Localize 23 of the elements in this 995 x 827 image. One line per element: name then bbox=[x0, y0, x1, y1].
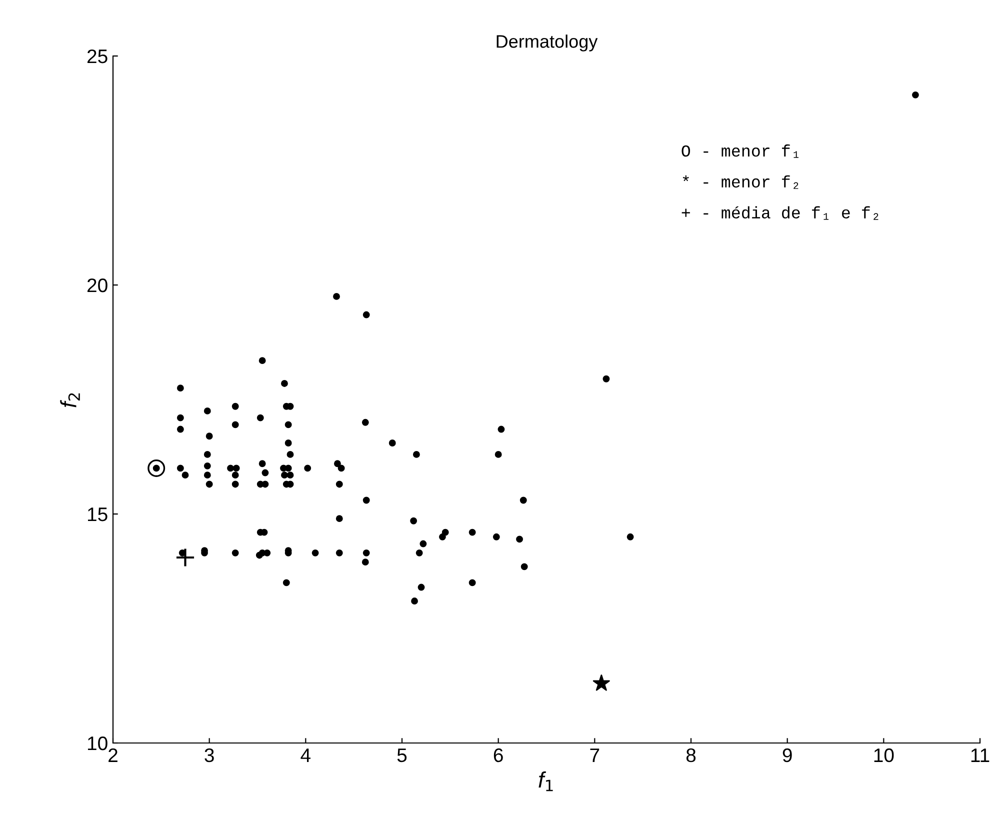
x-tick-label: 11 bbox=[971, 748, 990, 762]
chart-title: Dermatology bbox=[496, 34, 598, 52]
x-tick-label: 9 bbox=[782, 748, 792, 762]
point bbox=[148, 459, 166, 477]
x-tick-label: 7 bbox=[590, 748, 600, 762]
annotation: + - média de f₁ e f₂ bbox=[682, 206, 878, 220]
x-tick-label: 6 bbox=[494, 748, 503, 762]
x-tick-label: 4 bbox=[300, 748, 311, 762]
x-tick-label: 3 bbox=[204, 748, 214, 762]
y-tick-label: 20 bbox=[87, 278, 108, 292]
x-tick-label: 8 bbox=[686, 748, 696, 762]
y-tick-label: 10 bbox=[88, 736, 108, 750]
y-tick-label: 25 bbox=[87, 49, 108, 64]
x-tick-label: 2 bbox=[108, 748, 118, 762]
x-tick-label: 10 bbox=[874, 748, 894, 762]
point bbox=[592, 674, 610, 691]
x-tick-label: 5 bbox=[397, 748, 407, 762]
x-axis-title: f$_{1}$ bbox=[538, 771, 553, 792]
point bbox=[175, 548, 196, 568]
y-tick-label: 15 bbox=[88, 508, 108, 522]
y-axis-title: f$_{2}$ bbox=[60, 393, 80, 408]
annotation: O - menor f₁ bbox=[682, 144, 799, 158]
annotation: * - menor f₂ bbox=[682, 175, 798, 189]
